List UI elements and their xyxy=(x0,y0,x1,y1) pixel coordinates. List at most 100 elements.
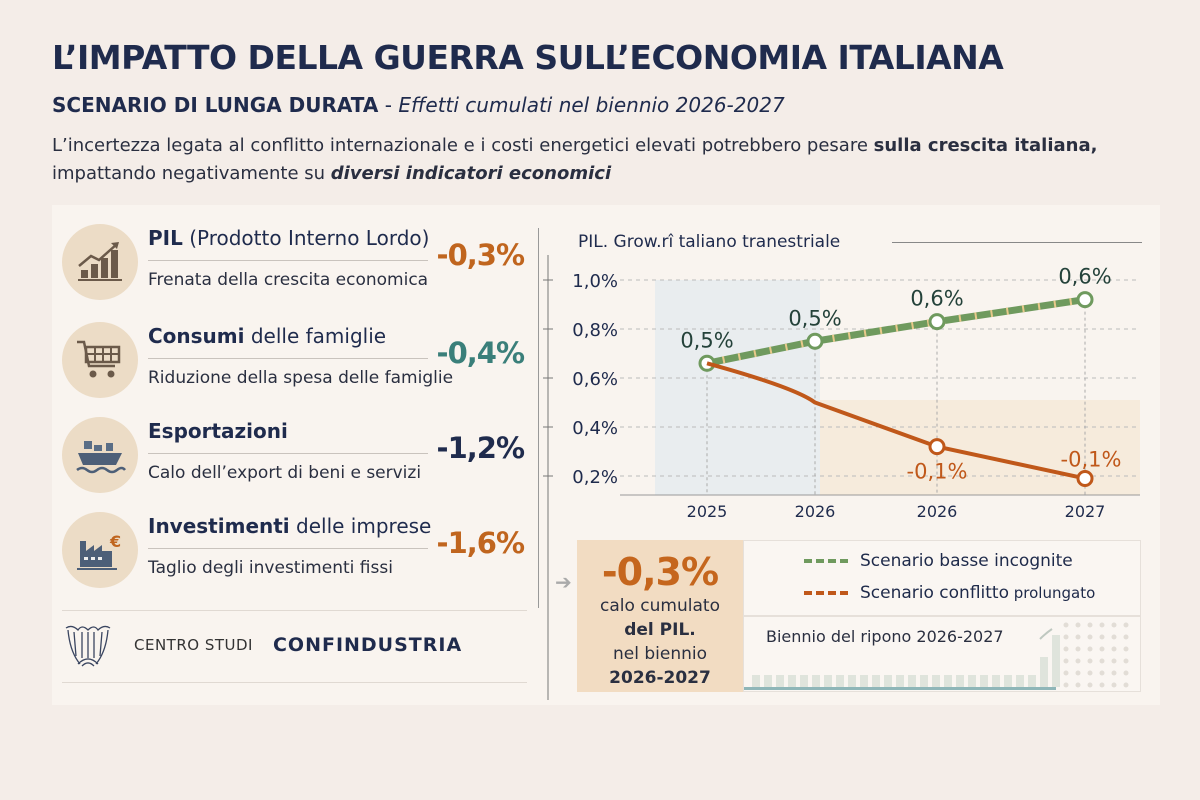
decor-dot xyxy=(1087,646,1093,652)
x-tick-label: 2027 xyxy=(1065,502,1106,521)
background-shade xyxy=(655,280,820,495)
decor-dot xyxy=(1075,622,1081,628)
decor-dot xyxy=(1087,670,1093,676)
divider xyxy=(148,453,428,454)
divider xyxy=(892,242,1142,243)
factory-euro-icon: € xyxy=(62,512,138,588)
indicator-value: -0,3% xyxy=(436,238,525,272)
data-label: 0,5% xyxy=(788,306,841,330)
decor-dot xyxy=(1099,646,1105,652)
decor-dot xyxy=(1063,622,1069,628)
summary-line: nel biennio xyxy=(612,644,707,664)
decor-dot xyxy=(1087,634,1093,640)
decor-dot xyxy=(1111,682,1117,688)
trend-arrow-icon xyxy=(1039,628,1053,640)
decor-dot xyxy=(1087,682,1093,688)
chart-title: PIL. Grow.rî taliano tranestriale xyxy=(578,232,841,252)
legend-swatch xyxy=(804,591,848,595)
data-label: 0,6% xyxy=(1058,265,1111,289)
divider xyxy=(148,358,428,359)
decor-dot xyxy=(1123,682,1129,688)
mini-bar xyxy=(1052,635,1060,687)
summary-line: 2026-2027 xyxy=(609,668,711,688)
decor-dot xyxy=(1111,670,1117,676)
decor-dot xyxy=(1123,646,1129,652)
mini-bar xyxy=(824,675,832,687)
indicator-pil: PIL (Prodotto Interno Lordo) Frenata del… xyxy=(62,224,532,314)
desc-bold-italic: diversi indicatori economici xyxy=(330,163,612,184)
growth-chart-icon xyxy=(62,224,138,300)
mini-bar xyxy=(764,675,772,687)
decor-dot xyxy=(1123,670,1129,676)
arrow-right-icon: ➔ xyxy=(555,570,572,594)
legend-label-rest: prolungato xyxy=(1009,584,1096,602)
divider xyxy=(148,260,428,261)
indicator-subtitle: Frenata della crescita economica xyxy=(148,270,429,290)
y-tick-label: 0,2% xyxy=(572,467,618,488)
y-tick-label: 0,4% xyxy=(572,418,618,439)
mini-bar xyxy=(956,675,964,687)
data-label: -0,1% xyxy=(907,460,968,484)
decor-dot xyxy=(1075,634,1081,640)
indicator-subtitle: Riduzione della spesa delle famiglie xyxy=(148,368,454,388)
desc-bold: sulla crescita italiana, xyxy=(873,135,1098,156)
mini-chart: Biennio del ripono 2026-2027 xyxy=(743,616,1141,692)
indicator-title: Esportazioni xyxy=(148,419,288,443)
mini-bar xyxy=(836,675,844,687)
decor-dot xyxy=(1063,670,1069,676)
indicator-value: -1,6% xyxy=(436,526,525,560)
divider xyxy=(62,610,527,611)
cumulative-summary: -0,3% calo cumulato del PIL. nel biennio… xyxy=(577,540,743,692)
mini-bar xyxy=(812,675,820,687)
legend-label: Scenario conflitto xyxy=(860,583,1009,603)
legend-label: Scenario basse incognite xyxy=(860,551,1073,571)
mini-bar xyxy=(860,675,868,687)
data-point xyxy=(1076,291,1094,309)
legend-item-conflitto-prolungato: Scenario conflitto prolungato xyxy=(804,583,1095,603)
mini-bar xyxy=(896,675,904,687)
decor-dot xyxy=(1063,658,1069,664)
decor-dot xyxy=(1099,670,1105,676)
decor-dot xyxy=(1075,658,1081,664)
decor-dot xyxy=(1063,634,1069,640)
decor-dot xyxy=(1075,682,1081,688)
decor-dot xyxy=(1087,658,1093,664)
logo-text: CENTRO STUDI xyxy=(134,636,253,654)
data-label: 0,6% xyxy=(910,287,963,311)
mini-bars xyxy=(744,622,1129,690)
desc-text: L’incertezza legata al conflitto interna… xyxy=(52,135,874,156)
shopping-cart-icon xyxy=(62,322,138,398)
chart-legend: Scenario basse incognite Scenario confli… xyxy=(743,540,1141,616)
confindustria-logo: CENTRO STUDI CONFINDUSTRIA xyxy=(62,622,462,668)
mini-bar xyxy=(944,675,952,687)
decor-dot xyxy=(1099,658,1105,664)
decor-dot xyxy=(1111,634,1117,640)
decor-dot xyxy=(1087,622,1093,628)
divider xyxy=(62,682,527,683)
mini-bar xyxy=(920,675,928,687)
logo-brand: CONFINDUSTRIA xyxy=(272,634,463,656)
data-point xyxy=(928,313,946,331)
decor-dot xyxy=(1063,646,1069,652)
mini-bar xyxy=(872,675,880,687)
decor-dot xyxy=(1075,646,1081,652)
mini-bar xyxy=(932,675,940,687)
legend-swatch xyxy=(804,559,848,563)
mini-bar xyxy=(848,675,856,687)
indicator-value: -0,4% xyxy=(436,336,525,370)
indicator-value: -1,2% xyxy=(436,431,525,465)
indicator-title: PIL (Prodotto Interno Lordo) xyxy=(148,226,430,250)
indicator-consumi: Consumi delle famiglie Riduzione della s… xyxy=(62,322,532,412)
mini-bar xyxy=(908,675,916,687)
decor-dot xyxy=(1099,634,1105,640)
data-point xyxy=(1076,469,1094,487)
indicator-title: Investimenti delle imprese xyxy=(148,514,432,538)
indicator-title: Consumi delle famiglie xyxy=(148,324,387,348)
decor-dot xyxy=(1111,658,1117,664)
series-line-conflitto-prolungato xyxy=(706,361,1086,481)
mini-bar xyxy=(800,675,808,687)
y-tick-label: 0,6% xyxy=(572,369,618,390)
page-title: L’IMPATTO DELLA GUERRA SULL’ECONOMIA ITA… xyxy=(52,38,1004,77)
x-tick-label: 2026 xyxy=(795,502,836,521)
